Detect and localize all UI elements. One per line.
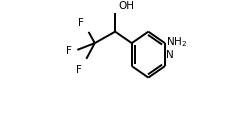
Text: F: F [76, 65, 82, 75]
Text: OH: OH [118, 1, 134, 11]
Text: N: N [166, 50, 174, 60]
Text: F: F [66, 46, 72, 56]
Text: F: F [78, 18, 84, 28]
Text: NH$_2$: NH$_2$ [166, 35, 187, 49]
